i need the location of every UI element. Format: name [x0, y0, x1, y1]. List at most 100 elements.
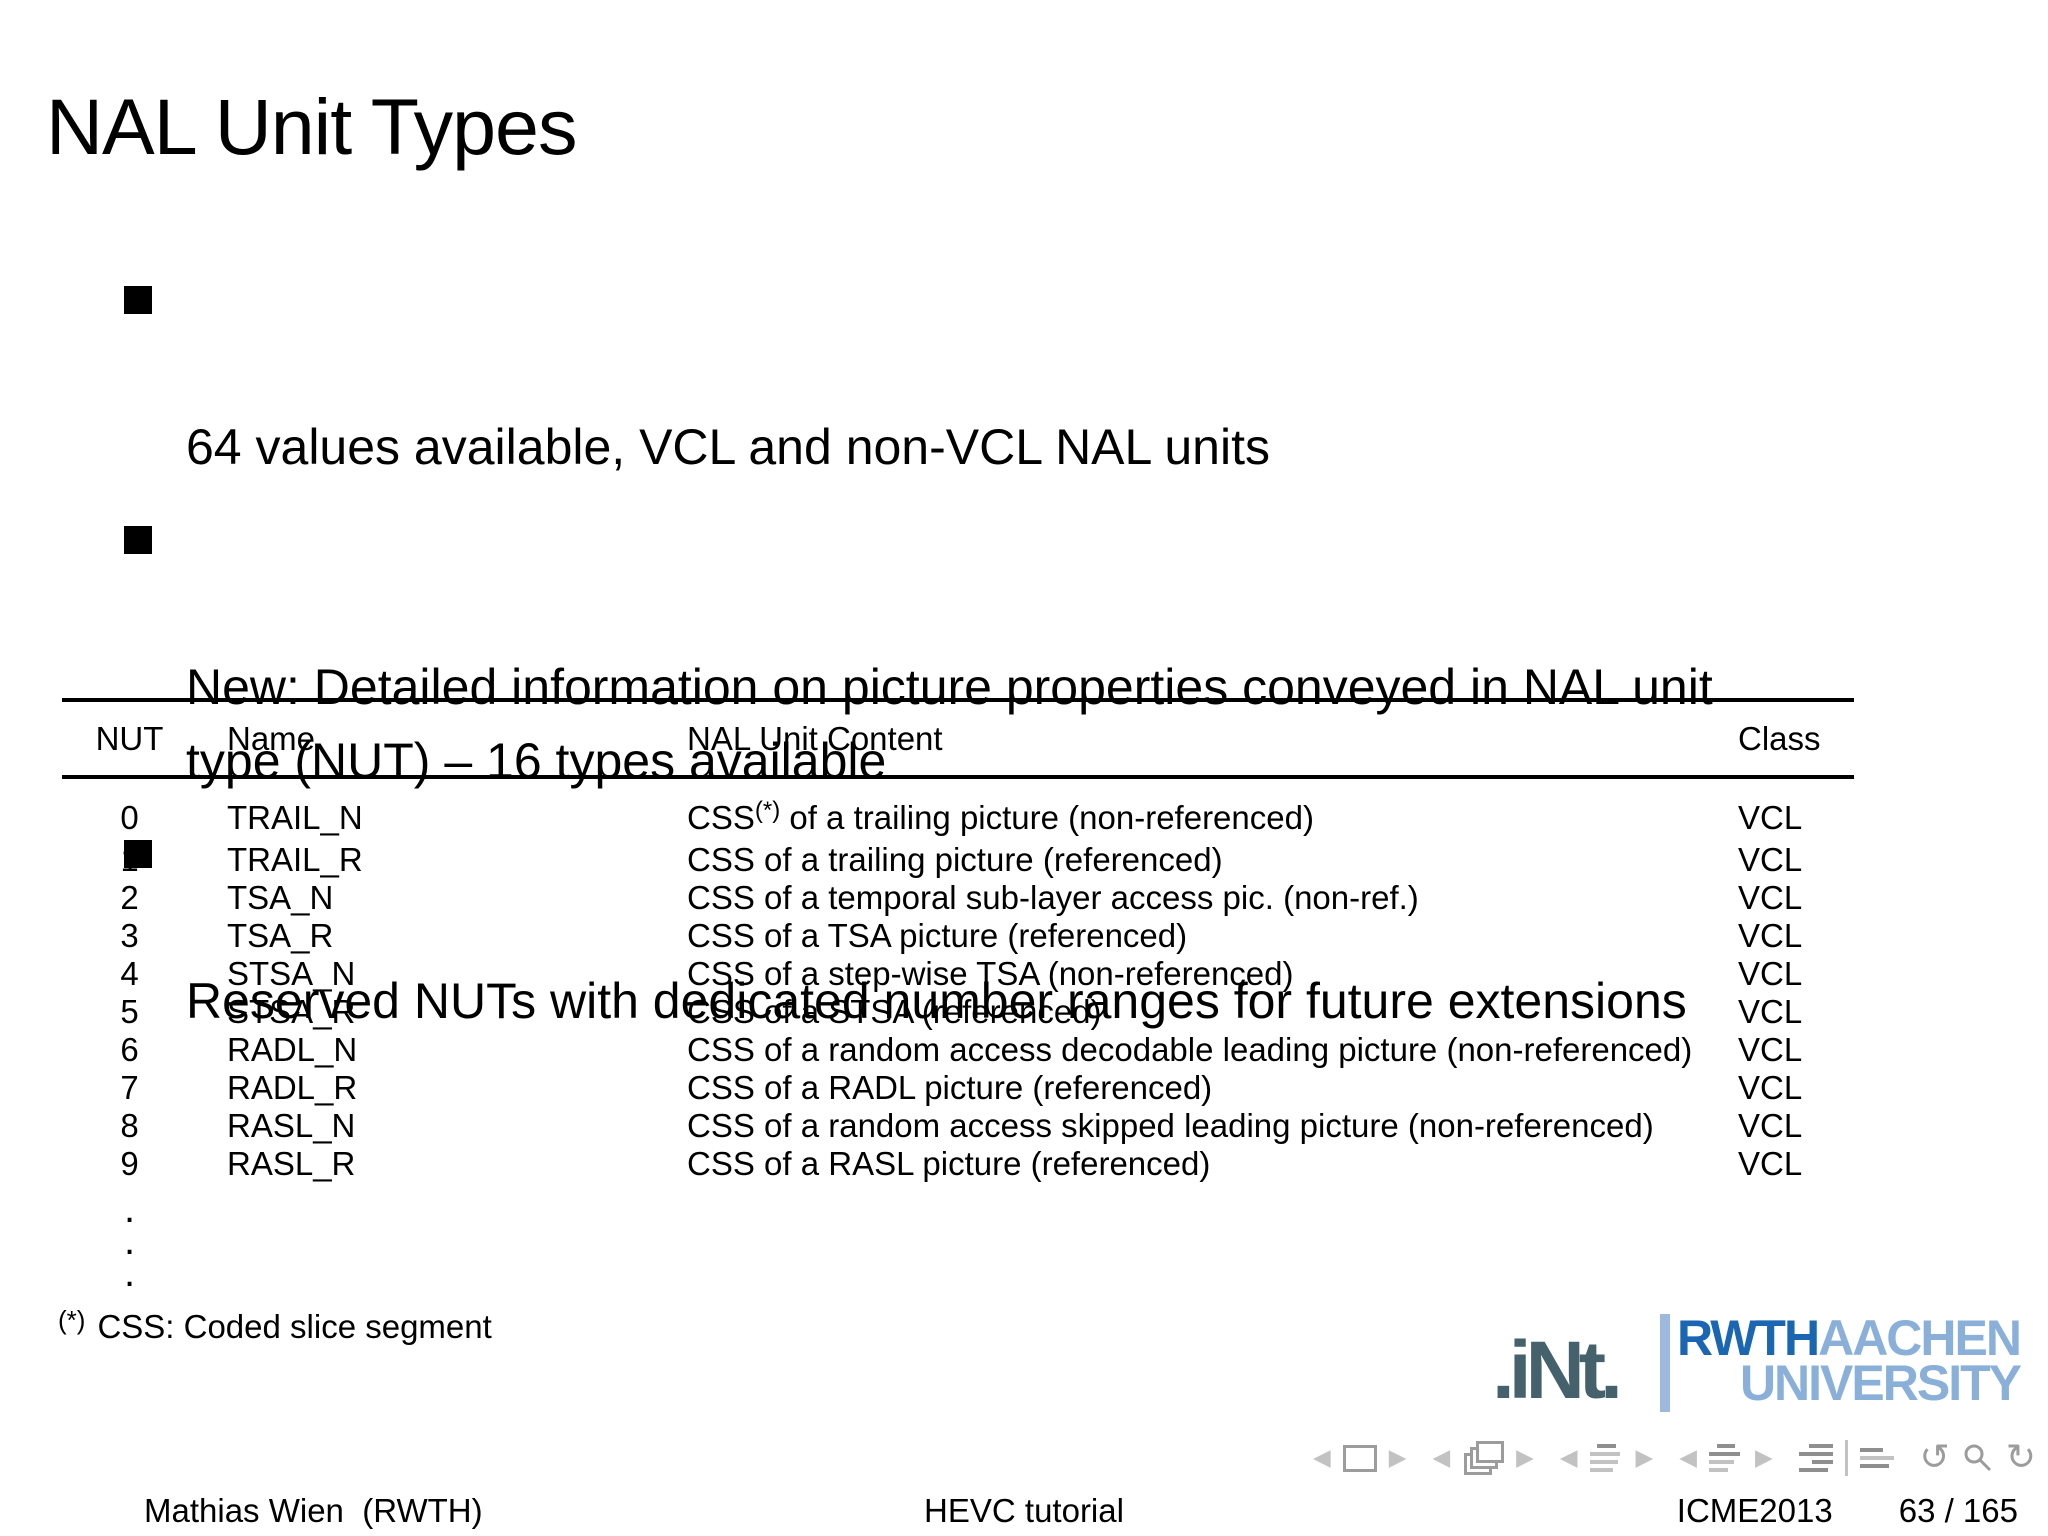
table-row: 7 RADL_R CSS of a RADL picture (referenced… — [62, 1069, 1854, 1107]
cell-content: CSS of a temporal sub-layer access pic. … — [687, 879, 1419, 916]
table-header-row: NUT Name NAL Unit Content Class — [62, 702, 1854, 779]
cell-nut: 0 — [120, 799, 139, 836]
table-row: 5 STSA_R CSS of a STSA (referenced) VCL — [62, 993, 1854, 1031]
table-row: 3 TSA_R CSS of a TSA picture (referenced) V… — [62, 917, 1854, 955]
column-header-content: NAL Unit Content — [687, 720, 943, 757]
cell-name: TRAIL_N — [227, 799, 363, 836]
rwth-aachen-logo: RWTHAACHEN UNIVERSITY — [1677, 1313, 2022, 1408]
column-header-name: Name — [227, 720, 316, 757]
footer-author: Mathias Wien (RWTH) — [144, 1492, 483, 1529]
nav-frames-icon[interactable] — [1462, 1441, 1505, 1475]
cell-nut: 3 — [120, 917, 139, 954]
cell-content: CSS of a random access decodable leading… — [687, 1031, 1693, 1068]
cell-nut: 6 — [120, 1031, 139, 1068]
cell-nut: 5 — [120, 993, 139, 1030]
cell-name: STSA_N — [227, 955, 356, 992]
cell-name: TSA_R — [227, 917, 334, 954]
table-row: 9 RASL_R CSS of a RASL picture (referenced… — [62, 1145, 1854, 1183]
nav-subsection-icon[interactable] — [1589, 1444, 1624, 1472]
bullet-text: Reserved NUTs with dedicated number rang… — [186, 973, 1687, 1029]
cell-nut: 2 — [120, 879, 139, 916]
bullet-text: New: Detailed information on picture pro… — [186, 659, 1713, 789]
university-logo-text: UNIVERSITY — [1739, 1355, 2022, 1411]
aachen-logo-text: AACHEN — [1818, 1310, 2022, 1366]
table-row: 0 TRAIL_N CSS(*) of a trailing picture (no… — [62, 797, 1854, 841]
nav-prev-slide-icon[interactable]: ◀ — [1313, 1444, 1331, 1471]
table-row: 6 RADL_N CSS of a random access decodable … — [62, 1031, 1854, 1069]
cell-class: VCL — [1738, 841, 1803, 878]
cell-content: CSS of a step-wise TSA (non-referenced) — [687, 955, 1294, 992]
cell-content: CSS of a STSA (referenced) — [687, 993, 1102, 1030]
cell-class: VCL — [1738, 1069, 1803, 1106]
cell-name: STSA_R — [227, 993, 356, 1030]
cell-name: RADL_R — [227, 1069, 358, 1106]
bullet-square-icon — [124, 526, 152, 554]
nav-prev-frame-icon[interactable]: ◀ — [1432, 1444, 1451, 1471]
nav-next-frame-icon[interactable]: ▶ — [1516, 1444, 1534, 1471]
footer-deck-title: HEVC tutorial — [924, 1492, 1124, 1529]
cell-content: CSS of a random access skipped leading p… — [687, 1107, 1654, 1144]
logo-divider — [1660, 1314, 1670, 1412]
footnote-marker: (*) — [58, 1305, 86, 1335]
nav-next-subsection-icon[interactable]: ▶ — [1635, 1444, 1654, 1471]
cell-content: CSS(*) of a trailing picture (non-refere… — [687, 797, 1314, 836]
cell-class: VCL — [1738, 917, 1803, 954]
nav-prev-section-icon[interactable]: ◀ — [1679, 1444, 1697, 1471]
int-institute-logo: .iNt. — [1492, 1325, 1624, 1414]
cell-content: CSS of a RADL picture (referenced) — [687, 1069, 1213, 1106]
cell-name: TRAIL_R — [227, 841, 363, 878]
footnote-reference: (*) — [754, 797, 781, 824]
footer-right: ICME2013 63 / 165 — [1677, 1492, 2018, 1530]
nav-appendix-icon[interactable] — [1859, 1448, 1894, 1468]
table-continuation-ellipsis: . . . — [62, 1183, 197, 1293]
cell-name: RADL_N — [227, 1031, 358, 1068]
nav-forward-icon[interactable]: ↻ — [2005, 1437, 2036, 1478]
nav-slide-icon[interactable] — [1342, 1444, 1377, 1472]
nav-presentation-icon[interactable] — [1798, 1444, 1833, 1472]
cell-nut: 9 — [120, 1145, 139, 1182]
nav-section-icon[interactable] — [1708, 1444, 1743, 1472]
nav-prev-subsection-icon[interactable]: ◀ — [1559, 1444, 1578, 1471]
cell-content: CSS of a trailing picture (referenced) — [687, 841, 1223, 878]
vertical-dot: . — [123, 1219, 136, 1263]
cell-nut: 8 — [120, 1107, 139, 1144]
vertical-dot: . — [123, 1187, 136, 1231]
cell-class: VCL — [1738, 1145, 1803, 1182]
vertical-dot: . — [123, 1251, 136, 1295]
rwth-logo-text: RWTH — [1677, 1310, 1820, 1366]
beamer-nav-bar: ◀ ▶ ◀ ▶ ◀ ▶ ◀ ▶ ↺ — [1313, 1440, 2036, 1476]
cell-name: RASL_N — [227, 1107, 356, 1144]
footnote: (*) CSS: Coded slice segment — [58, 1305, 492, 1346]
cell-nut: 1 — [120, 841, 139, 878]
nav-back-icon[interactable]: ↺ — [1919, 1437, 1950, 1478]
table-row: 1 TRAIL_R CSS of a trailing picture (refer… — [62, 841, 1854, 879]
cell-class: VCL — [1738, 1107, 1803, 1144]
nav-search-icon[interactable] — [1962, 1442, 1994, 1474]
bullet-list: 64 values available, VCL and non-VCL NAL… — [122, 262, 1932, 1056]
list-item: New: Detailed information on picture pro… — [122, 502, 1932, 798]
cell-name: RASL_R — [227, 1145, 356, 1182]
cell-nut: 7 — [120, 1069, 139, 1106]
cell-name: TSA_N — [227, 879, 334, 916]
page-title: NAL Unit Types — [46, 81, 577, 171]
nav-next-section-icon[interactable]: ▶ — [1754, 1444, 1773, 1471]
table-row: 8 RASL_N CSS of a random access skipped le… — [62, 1107, 1854, 1145]
bullet-square-icon — [124, 840, 152, 868]
nav-next-slide-icon[interactable]: ▶ — [1388, 1444, 1407, 1471]
table-row: 2 TSA_N CSS of a temporal sub-layer access… — [62, 879, 1854, 917]
column-header-nut: NUT — [95, 720, 164, 757]
list-item: 64 values available, VCL and non-VCL NAL… — [122, 262, 1932, 484]
cell-nut: 4 — [120, 955, 139, 992]
nav-divider — [1844, 1440, 1848, 1476]
cell-class: VCL — [1738, 955, 1803, 992]
footnote-text: CSS: Coded slice segment — [97, 1308, 492, 1345]
bullet-square-icon — [124, 286, 152, 314]
cell-content: CSS of a TSA picture (referenced) — [687, 917, 1188, 954]
cell-class: VCL — [1738, 993, 1803, 1030]
list-item: Reserved NUTs with dedicated number rang… — [122, 816, 1932, 1038]
table-row: 4 STSA_N CSS of a step-wise TSA (non-refer… — [62, 955, 1854, 993]
cell-class: VCL — [1738, 1031, 1803, 1068]
cell-class: VCL — [1738, 879, 1803, 916]
nal-unit-table: NUT Name NAL Unit Content Class 0 TRAIL_N… — [62, 698, 1854, 1293]
